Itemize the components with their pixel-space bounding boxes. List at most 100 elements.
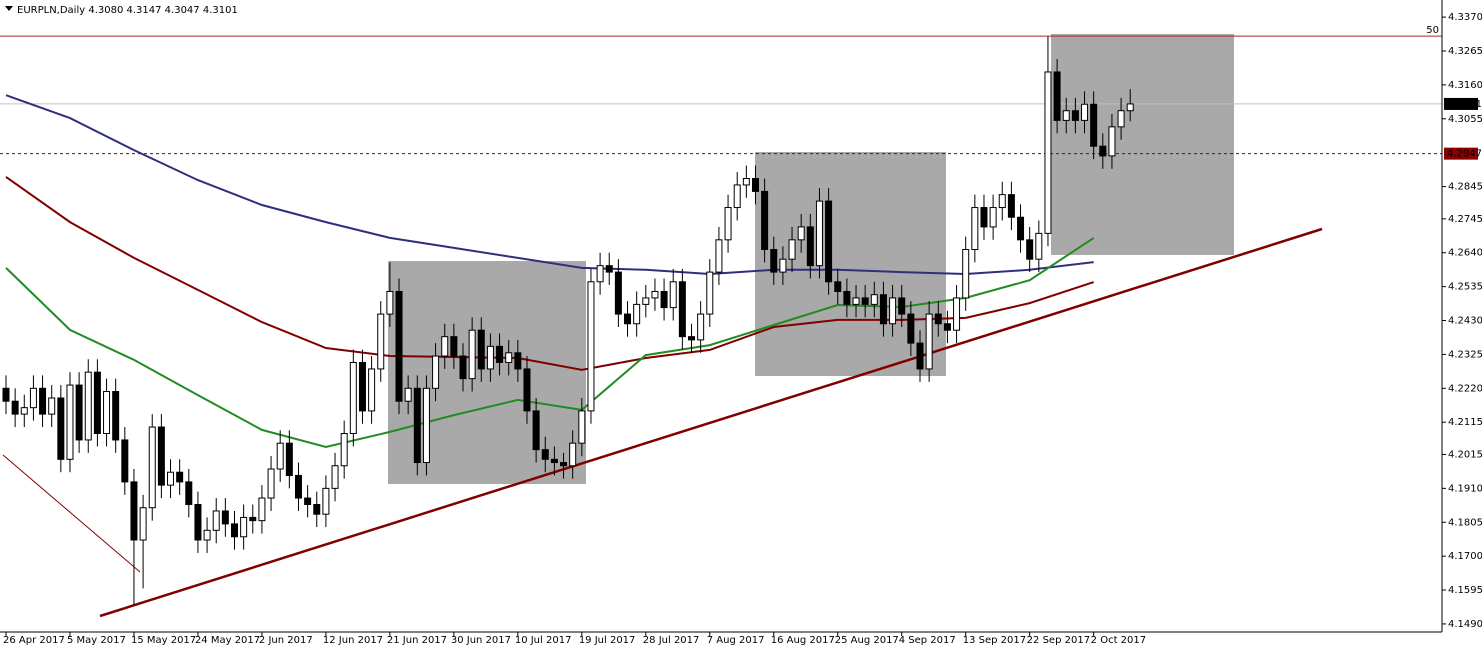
candle-body [633, 303, 641, 325]
candle-body [834, 281, 842, 292]
candle-body [240, 516, 248, 538]
candle-body [971, 207, 979, 251]
candle-body [112, 391, 120, 441]
candle-body [148, 426, 156, 509]
candle-body [1007, 194, 1015, 218]
candle-body [450, 336, 458, 357]
candle-body [550, 458, 558, 464]
y-tick-label: 4.2015 [1448, 449, 1482, 460]
candle-body [395, 290, 403, 402]
candle-body [733, 184, 741, 209]
candle-body [486, 345, 494, 370]
y-tick-label: 4.1700 [1448, 551, 1482, 562]
candle-body [523, 368, 531, 412]
candle-body [761, 190, 769, 251]
candle-body [1108, 126, 1116, 157]
y-tick-label: 4.2640 [1448, 248, 1482, 259]
candle-body [1035, 232, 1043, 260]
candle-body [441, 336, 449, 357]
candle-body [907, 313, 915, 344]
x-tick-label: 13 Sep 2017 [963, 635, 1026, 646]
candle-body [386, 290, 394, 315]
candle-body [870, 294, 878, 305]
candle-body [660, 290, 668, 309]
candle-body [724, 207, 732, 241]
candle-body [953, 297, 961, 331]
candle-body [130, 481, 138, 541]
candle-body [258, 497, 266, 522]
candle-body [66, 384, 74, 460]
y-tick-label: 4.1805 [1448, 517, 1482, 528]
x-tick-label: 5 May 2017 [67, 635, 126, 646]
candle-body [93, 371, 101, 434]
candle-body [532, 410, 540, 451]
candle-body [651, 290, 659, 299]
candle-body [331, 465, 339, 489]
x-tick-label: 24 May 2017 [195, 635, 260, 646]
candle-body [514, 352, 522, 370]
candle-body [349, 361, 357, 434]
candle-body [742, 177, 750, 186]
candle-body [1117, 110, 1125, 128]
x-tick-label: 21 Jun 2017 [387, 635, 447, 646]
candle-body [422, 387, 430, 464]
candle-body [925, 313, 933, 370]
candle-body [203, 529, 211, 541]
y-tick-label: 4.2325 [1448, 349, 1482, 360]
candle-body [185, 481, 193, 506]
candle-body [934, 313, 942, 325]
candle-body [413, 387, 421, 464]
price-box [1444, 97, 1478, 110]
y-tick-label: 4.2535 [1448, 282, 1482, 293]
x-tick-label: 19 Jul 2017 [579, 635, 636, 646]
y-tick-label: 4.1490 [1448, 619, 1482, 630]
candle-body [313, 504, 321, 515]
candle-body [231, 523, 238, 538]
y-tick-label: 4.2745 [1448, 214, 1482, 225]
candle-body [669, 281, 677, 309]
candle-body [468, 329, 476, 380]
candle-body [962, 249, 970, 299]
menu-icon[interactable] [5, 6, 13, 11]
candle-body [477, 329, 485, 370]
candle-body [605, 265, 613, 273]
x-tick-label: 30 Jun 2017 [451, 635, 511, 646]
candle-body [322, 487, 330, 515]
candle-body [84, 371, 92, 441]
candle-body [578, 410, 586, 444]
x-tick-label: 28 Jul 2017 [643, 635, 700, 646]
candle-body [1099, 145, 1107, 157]
trend-line [2, 454, 141, 573]
candle-body [212, 510, 220, 531]
trend-line [99, 227, 1323, 618]
candle-body [825, 200, 833, 283]
y-tick-label: 4.3055 [1448, 114, 1482, 125]
candle-body [852, 297, 860, 305]
candle-body [103, 391, 111, 434]
candle-body [121, 439, 129, 483]
candle-body [779, 258, 787, 273]
candle-body [304, 497, 312, 506]
candle-body [715, 239, 723, 273]
candle-body [249, 516, 257, 522]
candle-body [432, 355, 440, 389]
candle-body [797, 226, 805, 241]
candle-body [1090, 103, 1098, 147]
candle-body [48, 397, 56, 415]
candle-body [157, 426, 165, 486]
price-value: 4.3101 [1447, 99, 1482, 110]
candle-body [998, 194, 1006, 209]
candle-body [706, 271, 714, 315]
candle-body [1053, 71, 1061, 121]
candle-body [916, 342, 924, 370]
candle-body [404, 387, 412, 402]
candle-body [1062, 110, 1070, 121]
range-box [388, 261, 586, 484]
candle-body [1017, 216, 1025, 241]
candle-body [587, 281, 595, 412]
candle-body [176, 471, 184, 483]
y-tick-label: 4.2430 [1448, 316, 1482, 327]
candle-body [898, 297, 906, 315]
level-label: 50 [1426, 25, 1439, 36]
